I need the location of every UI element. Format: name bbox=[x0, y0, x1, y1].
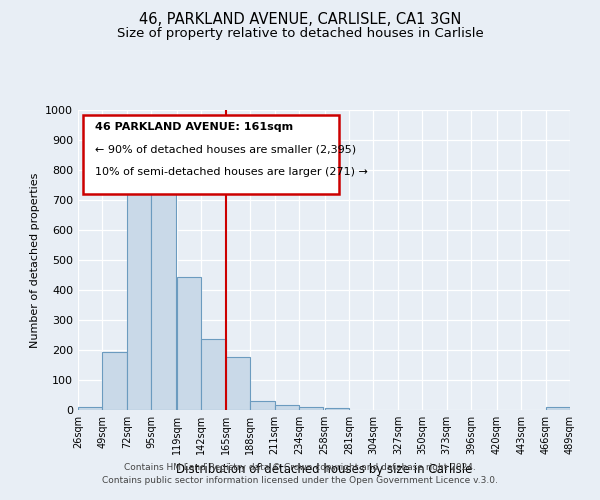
Bar bbox=[201, 338, 226, 410]
X-axis label: Distribution of detached houses by size in Carlisle: Distribution of detached houses by size … bbox=[176, 462, 472, 475]
Bar bbox=[299, 407, 323, 410]
Text: 46, PARKLAND AVENUE, CARLISLE, CA1 3GN: 46, PARKLAND AVENUE, CARLISLE, CA1 3GN bbox=[139, 12, 461, 28]
Bar bbox=[103, 352, 127, 410]
FancyBboxPatch shape bbox=[83, 114, 339, 194]
Bar bbox=[226, 356, 250, 410]
Bar bbox=[177, 276, 201, 410]
Text: 46 PARKLAND AVENUE: 161sqm: 46 PARKLAND AVENUE: 161sqm bbox=[95, 122, 293, 132]
Text: Contains HM Land Registry data © Crown copyright and database right 2024.: Contains HM Land Registry data © Crown c… bbox=[124, 464, 476, 472]
Bar bbox=[275, 404, 299, 410]
Text: Contains public sector information licensed under the Open Government Licence v.: Contains public sector information licen… bbox=[102, 476, 498, 485]
Bar bbox=[151, 162, 176, 410]
Bar bbox=[250, 401, 275, 410]
Bar bbox=[78, 407, 103, 410]
Text: ← 90% of detached houses are smaller (2,395): ← 90% of detached houses are smaller (2,… bbox=[95, 144, 356, 154]
Text: 10% of semi-detached houses are larger (271) →: 10% of semi-detached houses are larger (… bbox=[95, 167, 368, 177]
Bar bbox=[545, 407, 570, 410]
Text: Size of property relative to detached houses in Carlisle: Size of property relative to detached ho… bbox=[116, 28, 484, 40]
Bar bbox=[325, 408, 349, 410]
Y-axis label: Number of detached properties: Number of detached properties bbox=[29, 172, 40, 348]
Bar bbox=[127, 191, 151, 410]
